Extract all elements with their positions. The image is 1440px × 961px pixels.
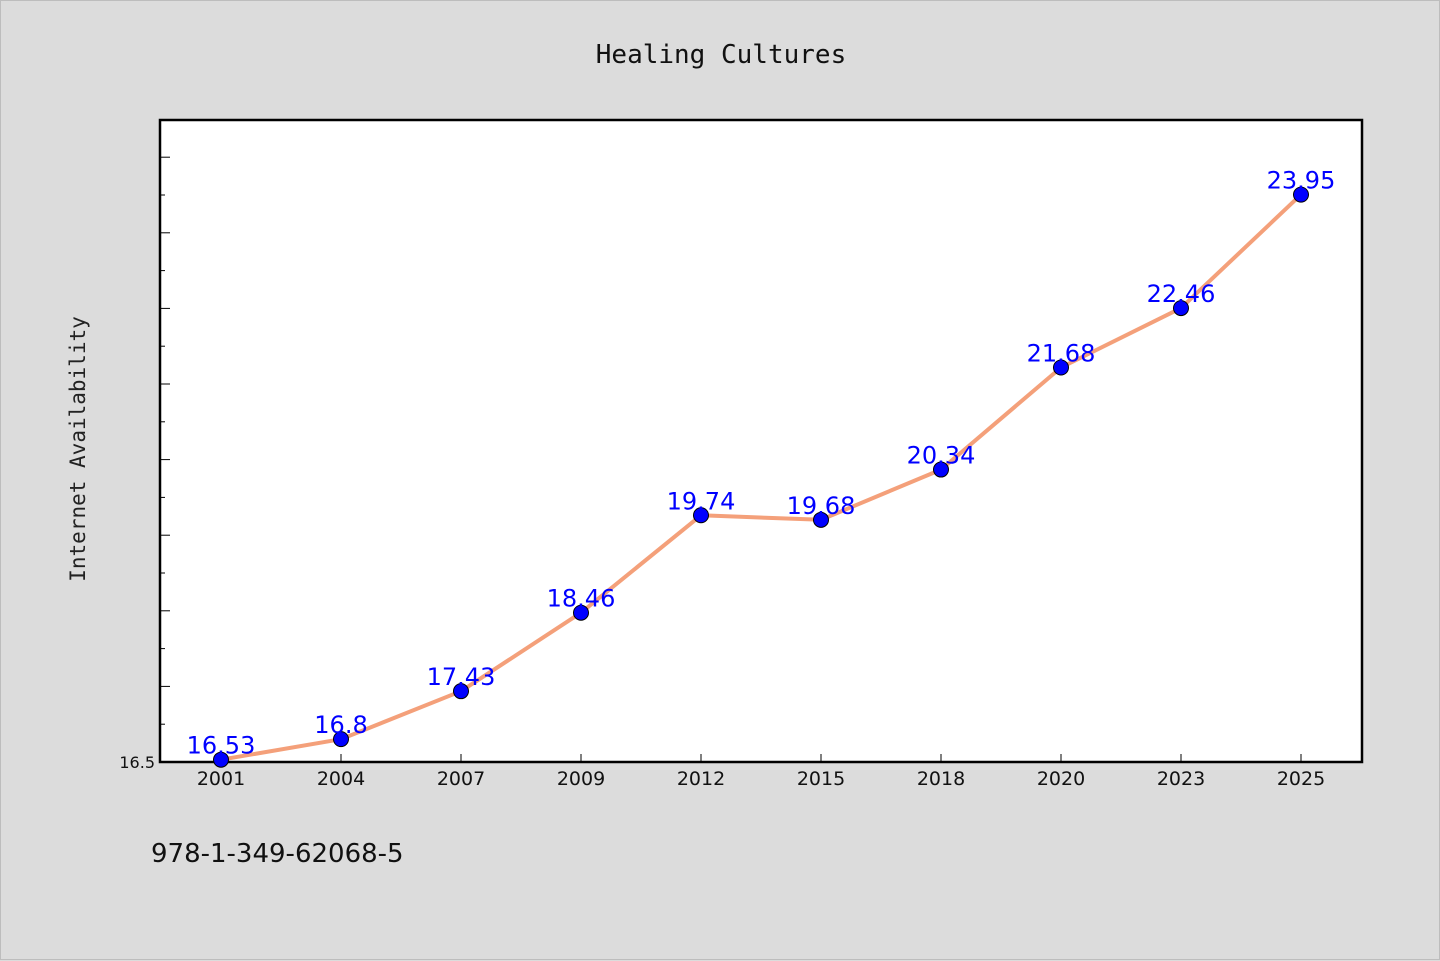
- chart-title: Healing Cultures: [596, 40, 846, 70]
- x-tick-label: 2015: [797, 768, 845, 790]
- data-point: [1053, 359, 1069, 376]
- data-point: [213, 751, 229, 768]
- x-axis-ticks: 2001 2004 2007 2009 2012 2015 2018 2020 2023 2025: [197, 754, 1325, 790]
- data-label: 20.34: [907, 442, 976, 470]
- data-point: [693, 507, 709, 524]
- data-label: 19.74: [667, 487, 736, 515]
- x-tick-label: 2020: [1037, 768, 1085, 790]
- data-point: [1293, 186, 1309, 203]
- x-tick-label: 2007: [437, 768, 485, 790]
- data-label: 16.53: [187, 732, 256, 760]
- data-point: [333, 731, 349, 748]
- isbn-footer: 978-1-349-62068-5: [151, 839, 404, 869]
- y-axis-ticks: 16.5: [119, 156, 170, 772]
- y-axis-label: Internet Availability: [66, 316, 90, 582]
- data-point: [453, 683, 469, 700]
- data-label: 22.46: [1147, 280, 1216, 308]
- x-tick-label: 2023: [1157, 768, 1205, 790]
- x-tick-label: 2012: [677, 768, 725, 790]
- data-points: [213, 186, 1309, 768]
- data-point: [573, 604, 589, 621]
- data-labels: 16.53 16.8 17.43 18.46 19.74 19.68 20.34 21.68 2…: [187, 167, 1336, 760]
- series-line-group: [219, 192, 1303, 762]
- y-tick-label: 16.5: [119, 753, 155, 772]
- x-tick-label: 2018: [917, 768, 965, 790]
- data-label: 17.43: [427, 663, 496, 691]
- data-point: [933, 461, 949, 478]
- x-tick-label: 2009: [557, 768, 605, 790]
- data-label: 18.46: [547, 585, 616, 613]
- series-line: [219, 192, 1303, 762]
- data-label: 21.68: [1027, 340, 1096, 368]
- data-label: 16.8: [314, 711, 367, 739]
- data-point: [1173, 300, 1189, 317]
- x-tick-label: 2001: [197, 768, 245, 790]
- x-tick-label: 2004: [317, 768, 365, 790]
- data-label: 19.68: [787, 492, 856, 520]
- plot-area: [158, 118, 1364, 764]
- x-tick-label: 2025: [1277, 768, 1325, 790]
- data-point: [813, 511, 829, 528]
- data-label: 23.95: [1267, 167, 1336, 195]
